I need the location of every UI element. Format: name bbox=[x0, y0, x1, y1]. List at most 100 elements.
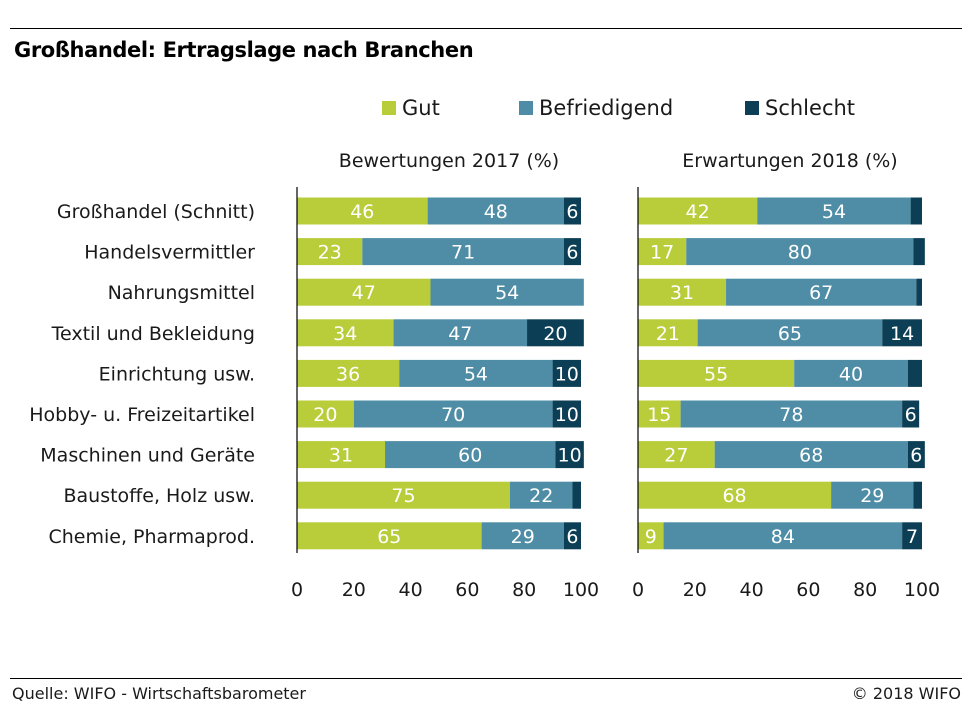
x-tick-label: 20 bbox=[683, 579, 707, 601]
data-label: 20 bbox=[313, 404, 337, 426]
footer-copyright: © 2018 WIFO bbox=[851, 684, 961, 703]
bar-gut bbox=[297, 197, 428, 225]
x-tick-label: 80 bbox=[853, 579, 877, 601]
data-label: 10 bbox=[555, 363, 579, 385]
bar-schlecht bbox=[572, 481, 581, 509]
data-label: 54 bbox=[464, 363, 488, 385]
data-label: 60 bbox=[458, 445, 482, 467]
data-label: 54 bbox=[495, 282, 519, 304]
data-label: 31 bbox=[329, 445, 353, 467]
bottom-rule bbox=[10, 678, 962, 679]
data-label: 6 bbox=[910, 445, 922, 467]
category-label: Handelsvermittler bbox=[84, 242, 255, 264]
bar-gut bbox=[297, 400, 354, 428]
legend-label-befriedigend: Befriedigend bbox=[539, 96, 674, 120]
x-tick-label: 40 bbox=[740, 579, 764, 601]
data-label: 34 bbox=[333, 323, 357, 345]
bar-befriedigend bbox=[385, 441, 556, 469]
data-label: 6 bbox=[905, 404, 917, 426]
data-label: 80 bbox=[788, 242, 812, 264]
bar-gut bbox=[638, 238, 687, 266]
data-label: 6 bbox=[566, 526, 578, 548]
data-label: 15 bbox=[647, 404, 671, 426]
bar-gut bbox=[638, 441, 715, 469]
category-label: Nahrungsmittel bbox=[108, 282, 255, 304]
bar-schlecht bbox=[913, 481, 922, 509]
data-label: 65 bbox=[778, 323, 802, 345]
category-label: Textil und Bekleidung bbox=[51, 323, 255, 345]
bar-befriedigend bbox=[680, 400, 903, 428]
data-label: 29 bbox=[511, 526, 535, 548]
data-label: 48 bbox=[484, 201, 508, 223]
data-label: 40 bbox=[839, 363, 863, 385]
bar-gut bbox=[297, 441, 386, 469]
legend-label-gut: Gut bbox=[402, 96, 440, 120]
bar-befriedigend bbox=[831, 481, 914, 509]
data-label: 21 bbox=[656, 323, 680, 345]
bar-gut bbox=[297, 319, 394, 347]
bar-gut bbox=[638, 197, 758, 225]
x-tick-label: 80 bbox=[512, 579, 536, 601]
data-label: 10 bbox=[555, 404, 579, 426]
data-label: 71 bbox=[451, 242, 475, 264]
bar-gut bbox=[638, 359, 795, 387]
bar-schlecht bbox=[552, 359, 581, 387]
x-tick-label: 100 bbox=[563, 579, 599, 601]
data-label: 6 bbox=[566, 242, 578, 264]
legend-swatch-gut bbox=[382, 101, 396, 115]
legend-item-schlecht: Schlecht bbox=[745, 96, 855, 120]
bar-befriedigend bbox=[697, 319, 883, 347]
top-rule bbox=[10, 28, 962, 29]
bar-gut bbox=[297, 238, 363, 266]
category-label: Einrichtung usw. bbox=[99, 363, 255, 385]
data-label: 84 bbox=[771, 526, 795, 548]
data-label: 6 bbox=[566, 201, 578, 223]
bar-befriedigend bbox=[362, 238, 564, 266]
x-tick-label: 0 bbox=[291, 579, 303, 601]
data-label: 23 bbox=[318, 242, 342, 264]
bar-schlecht bbox=[907, 359, 922, 387]
bar-schlecht bbox=[527, 319, 584, 347]
bar-schlecht bbox=[913, 238, 925, 266]
data-label: 54 bbox=[822, 201, 846, 223]
bar-befriedigend bbox=[686, 238, 914, 266]
data-label: 20 bbox=[543, 323, 567, 345]
bar-gut bbox=[297, 278, 431, 306]
bar-gut bbox=[638, 522, 664, 550]
data-label: 70 bbox=[441, 404, 465, 426]
bar-gut bbox=[638, 400, 681, 428]
bar-befriedigend bbox=[393, 319, 528, 347]
data-label: 27 bbox=[664, 445, 688, 467]
bar-schlecht bbox=[563, 197, 581, 225]
bar-schlecht bbox=[907, 441, 925, 469]
data-label: 47 bbox=[352, 282, 376, 304]
category-label: Maschinen und Geräte bbox=[40, 445, 255, 467]
data-label: 42 bbox=[686, 201, 710, 223]
legend-item-gut: Gut bbox=[382, 96, 440, 120]
bar-befriedigend bbox=[430, 278, 584, 306]
panel-title-2018: Erwartungen 2018 (%) bbox=[682, 150, 898, 172]
data-label: 14 bbox=[890, 323, 914, 345]
panel-title-2017: Bewertungen 2017 (%) bbox=[338, 150, 560, 172]
bar-gut bbox=[638, 319, 698, 347]
data-label: 75 bbox=[391, 485, 415, 507]
x-tick-label: 60 bbox=[455, 579, 479, 601]
x-tick-label: 60 bbox=[796, 579, 820, 601]
bar-schlecht bbox=[563, 522, 581, 550]
data-label: 36 bbox=[336, 363, 360, 385]
bar-gut bbox=[638, 481, 832, 509]
bar-schlecht bbox=[902, 400, 920, 428]
bar-schlecht bbox=[902, 522, 922, 550]
bar-gut bbox=[297, 522, 482, 550]
data-label: 46 bbox=[350, 201, 374, 223]
data-label: 9 bbox=[645, 526, 657, 548]
legend: Gut Befriedigend Schlecht bbox=[0, 96, 969, 124]
category-label: Großhandel (Schnitt) bbox=[57, 201, 255, 223]
legend-swatch-schlecht bbox=[745, 101, 759, 115]
category-label: Chemie, Pharmaprod. bbox=[48, 526, 255, 548]
data-label: 22 bbox=[529, 485, 553, 507]
data-label: 31 bbox=[670, 282, 694, 304]
bar-befriedigend bbox=[714, 441, 908, 469]
bar-schlecht bbox=[916, 278, 922, 306]
